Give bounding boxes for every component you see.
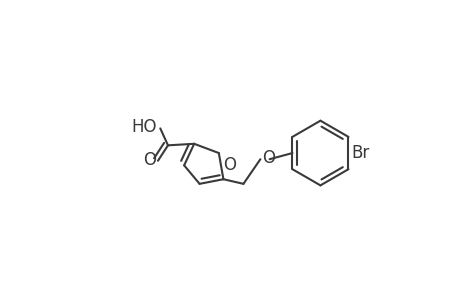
Text: O: O bbox=[223, 156, 236, 174]
Text: O: O bbox=[261, 149, 274, 167]
Text: O: O bbox=[143, 151, 156, 169]
Text: HO: HO bbox=[131, 118, 157, 136]
Text: Br: Br bbox=[351, 144, 369, 162]
